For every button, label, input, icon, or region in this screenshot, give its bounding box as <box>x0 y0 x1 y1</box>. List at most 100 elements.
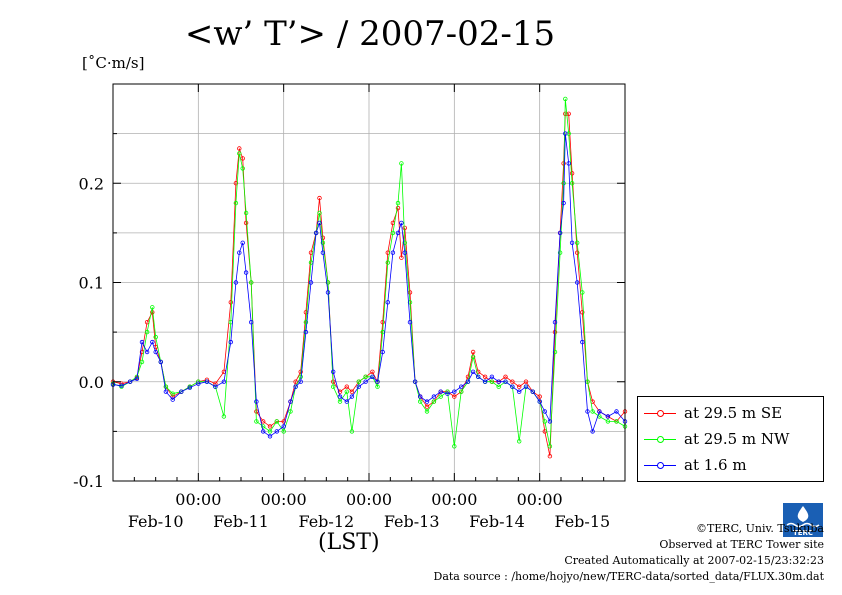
data-point <box>221 379 227 384</box>
day-label: Feb-12 <box>298 512 354 531</box>
data-point <box>489 374 495 379</box>
day-label: Feb-14 <box>469 512 525 531</box>
data-point <box>320 240 326 245</box>
data-point <box>537 394 542 399</box>
series-2 <box>110 131 628 439</box>
data-point <box>465 379 471 384</box>
data-point <box>221 414 227 419</box>
data-point <box>597 409 602 414</box>
data-point <box>313 230 319 236</box>
data-point <box>482 374 488 379</box>
data-point <box>424 409 430 414</box>
data-point <box>523 379 529 384</box>
data-point <box>153 349 158 355</box>
data-point <box>170 391 175 396</box>
data-point <box>303 320 309 325</box>
credit-line: Data source : /home/hojyo/new/TERC-data/… <box>433 570 825 583</box>
data-point <box>150 339 155 345</box>
data-point <box>496 384 501 389</box>
data-point <box>517 389 522 394</box>
data-point <box>459 384 464 389</box>
data-point <box>179 389 184 394</box>
data-point <box>261 419 266 424</box>
data-point <box>547 454 553 459</box>
data-point <box>163 389 169 394</box>
data-point <box>331 369 336 374</box>
data-point <box>134 376 140 381</box>
data-point <box>580 339 585 345</box>
data-point <box>281 429 286 434</box>
data-point <box>240 240 245 245</box>
y-tick-label: 0.0 <box>79 373 104 392</box>
data-point <box>407 290 413 295</box>
data-point <box>569 240 575 245</box>
data-point <box>399 161 404 166</box>
data-point <box>580 290 585 295</box>
legend-swatch-red <box>644 407 676 419</box>
data-point <box>575 280 580 285</box>
data-point <box>308 280 314 285</box>
data-point <box>399 220 404 226</box>
data-point <box>344 399 349 404</box>
data-point <box>575 240 580 245</box>
data-point <box>569 180 575 186</box>
y-tick-label: 0.2 <box>79 174 104 193</box>
data-point <box>385 260 390 265</box>
data-point <box>158 359 163 365</box>
data-point <box>293 379 298 384</box>
data-point <box>375 384 380 389</box>
data-point <box>196 381 201 386</box>
terc-logo: TERC <box>783 503 823 537</box>
data-point <box>470 369 476 374</box>
data-point <box>139 339 145 345</box>
data-point <box>248 320 254 325</box>
data-point <box>243 270 249 275</box>
data-point <box>298 379 303 384</box>
data-point <box>317 210 322 216</box>
data-point <box>402 250 407 255</box>
data-point <box>566 161 571 166</box>
data-point <box>523 384 529 389</box>
x-tick-label: 00:00 <box>175 490 221 509</box>
data-point <box>233 200 239 206</box>
data-point <box>303 329 309 335</box>
data-point <box>274 419 279 424</box>
data-point <box>144 329 150 335</box>
data-point <box>418 394 423 399</box>
series-line <box>112 113 626 457</box>
logo-text: TERC <box>793 529 813 537</box>
data-point <box>288 409 293 414</box>
data-point <box>385 300 390 305</box>
data-point <box>605 419 611 424</box>
data-point <box>547 444 553 449</box>
day-label: Feb-10 <box>128 512 184 531</box>
data-point <box>395 200 401 206</box>
data-point <box>139 359 145 365</box>
data-point <box>233 280 239 285</box>
data-point <box>590 409 595 414</box>
data-point <box>561 200 566 206</box>
data-point <box>213 381 218 386</box>
data-point <box>557 230 563 236</box>
data-point <box>557 250 563 255</box>
data-point <box>452 394 457 399</box>
data-point <box>424 399 430 404</box>
data-point <box>228 339 233 345</box>
data-point <box>476 369 481 374</box>
data-point <box>399 255 404 260</box>
data-point <box>380 320 385 325</box>
data-point <box>237 146 242 151</box>
data-point <box>407 320 413 325</box>
data-point <box>248 280 254 285</box>
data-point <box>344 384 349 389</box>
data-point <box>563 131 568 136</box>
data-point <box>503 379 508 384</box>
data-point <box>438 389 443 394</box>
data-point <box>213 384 218 389</box>
data-point <box>542 409 547 414</box>
data-point <box>320 250 326 255</box>
x-tick-label: 00:00 <box>517 490 563 509</box>
x-axis-label: (LST) <box>318 530 380 555</box>
axis-ticks: -0.1 0.0 0.1 0.2 00:00 00:00 00:00 00:00 00:00 Fe… <box>73 84 625 531</box>
grid <box>113 84 625 481</box>
